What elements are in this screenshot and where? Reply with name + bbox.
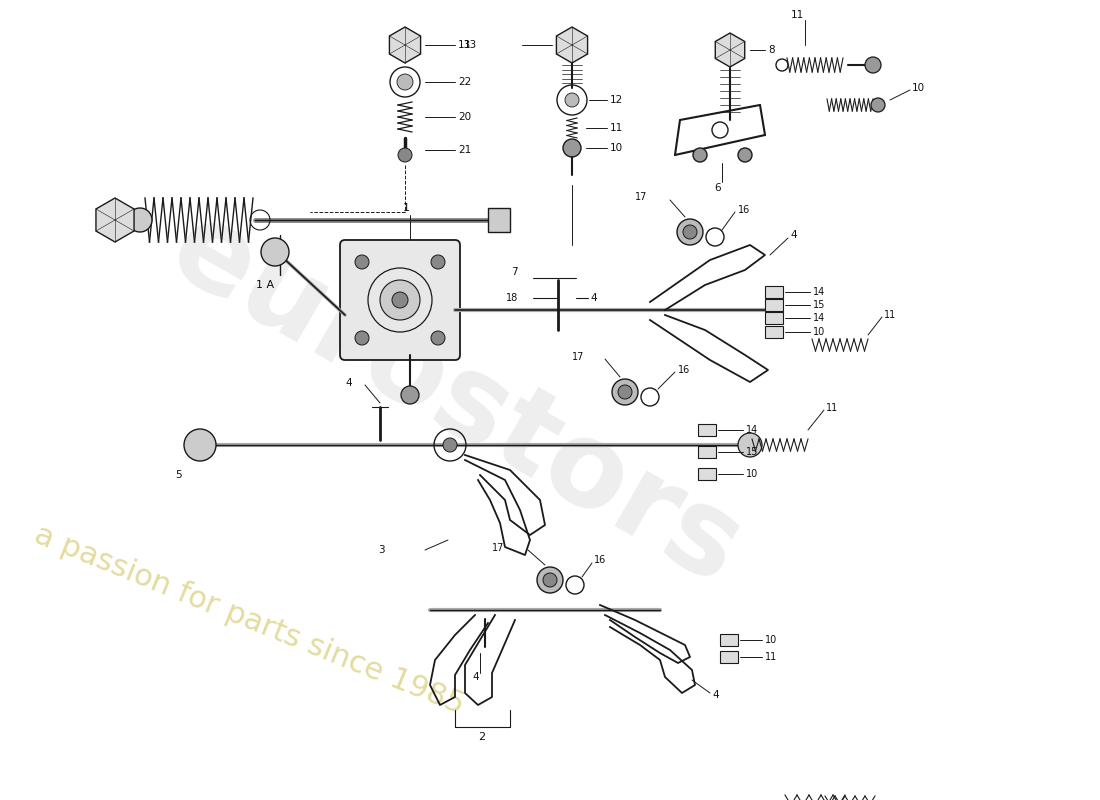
Text: 21: 21 <box>458 145 471 155</box>
Text: 13: 13 <box>458 40 471 50</box>
Circle shape <box>355 255 368 269</box>
Text: 1: 1 <box>403 203 409 213</box>
Text: 14: 14 <box>813 313 825 323</box>
Circle shape <box>618 385 632 399</box>
Text: 11: 11 <box>826 403 838 413</box>
Circle shape <box>184 429 216 461</box>
Circle shape <box>402 386 419 404</box>
Polygon shape <box>557 27 587 63</box>
Text: 3: 3 <box>378 545 385 555</box>
Text: 17: 17 <box>572 352 584 362</box>
Text: 12: 12 <box>610 95 624 105</box>
Circle shape <box>543 573 557 587</box>
FancyBboxPatch shape <box>764 312 783 324</box>
Text: 11: 11 <box>884 310 896 320</box>
Text: eurostors: eurostors <box>150 190 761 610</box>
Text: 2: 2 <box>478 732 485 742</box>
Text: 11: 11 <box>791 10 804 20</box>
Text: 11: 11 <box>610 123 624 133</box>
FancyBboxPatch shape <box>488 208 510 232</box>
Text: 14: 14 <box>813 287 825 297</box>
Text: 4: 4 <box>712 690 718 700</box>
Text: 8: 8 <box>768 45 774 55</box>
Circle shape <box>738 433 762 457</box>
Text: 10: 10 <box>912 83 925 93</box>
Circle shape <box>683 225 697 239</box>
FancyBboxPatch shape <box>698 424 716 436</box>
Circle shape <box>398 148 412 162</box>
Text: 20: 20 <box>458 112 471 122</box>
Text: 17: 17 <box>635 192 648 202</box>
Circle shape <box>676 219 703 245</box>
Text: 14: 14 <box>746 425 758 435</box>
Circle shape <box>738 148 752 162</box>
Polygon shape <box>389 27 420 63</box>
Circle shape <box>865 57 881 73</box>
Text: 6: 6 <box>715 183 722 193</box>
Polygon shape <box>96 198 134 242</box>
Text: 15: 15 <box>813 300 825 310</box>
Text: 10: 10 <box>764 635 778 645</box>
Circle shape <box>431 255 446 269</box>
Circle shape <box>431 331 446 345</box>
FancyBboxPatch shape <box>764 286 783 298</box>
Circle shape <box>128 208 152 232</box>
Text: 22: 22 <box>458 77 471 87</box>
Text: 15: 15 <box>746 447 758 457</box>
Text: 16: 16 <box>738 205 750 215</box>
Circle shape <box>392 292 408 308</box>
Text: 13: 13 <box>464 40 477 50</box>
Text: 4: 4 <box>345 378 352 388</box>
Text: 17: 17 <box>492 543 505 553</box>
FancyBboxPatch shape <box>720 651 738 663</box>
Circle shape <box>379 280 420 320</box>
Text: 18: 18 <box>506 293 518 303</box>
Text: 7: 7 <box>512 267 518 277</box>
Text: 16: 16 <box>678 365 691 375</box>
Text: 4: 4 <box>790 230 796 240</box>
Circle shape <box>565 93 579 107</box>
Text: 1 A: 1 A <box>256 280 274 290</box>
Text: 11: 11 <box>764 652 778 662</box>
FancyBboxPatch shape <box>340 240 460 360</box>
Circle shape <box>397 74 412 90</box>
Circle shape <box>871 98 886 112</box>
Text: 16: 16 <box>594 555 606 565</box>
Polygon shape <box>715 33 745 67</box>
Text: 10: 10 <box>610 143 623 153</box>
FancyBboxPatch shape <box>698 468 716 480</box>
Circle shape <box>563 139 581 157</box>
Text: 4: 4 <box>473 672 480 682</box>
FancyBboxPatch shape <box>698 446 716 458</box>
FancyBboxPatch shape <box>764 299 783 311</box>
FancyBboxPatch shape <box>764 326 783 338</box>
Circle shape <box>355 331 368 345</box>
Text: 10: 10 <box>746 469 758 479</box>
Text: a passion for parts since 1985: a passion for parts since 1985 <box>30 520 469 720</box>
Circle shape <box>612 379 638 405</box>
Circle shape <box>693 148 707 162</box>
Text: 5: 5 <box>175 470 182 480</box>
FancyBboxPatch shape <box>720 634 738 646</box>
Text: 4: 4 <box>590 293 596 303</box>
Circle shape <box>261 238 289 266</box>
Circle shape <box>443 438 456 452</box>
Circle shape <box>537 567 563 593</box>
Text: 10: 10 <box>813 327 825 337</box>
